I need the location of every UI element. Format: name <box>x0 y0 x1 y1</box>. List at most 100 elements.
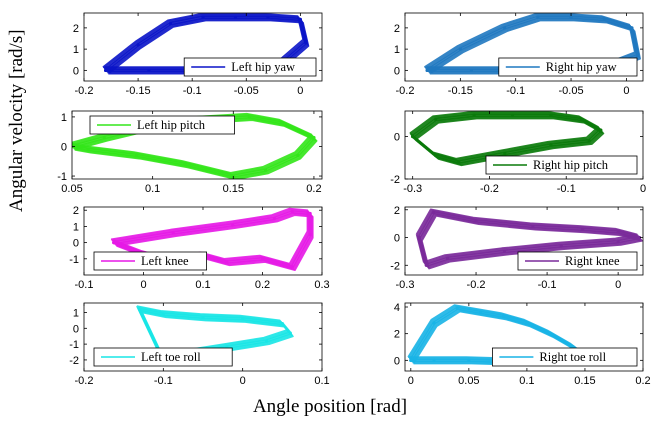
series-line-5-1 <box>416 209 639 264</box>
x-tick-label-3-2: -0.1 <box>557 183 576 195</box>
data-point-6-10 <box>137 307 142 311</box>
data-point-0-12 <box>104 68 108 72</box>
legend-box-5 <box>517 251 638 271</box>
legend-2: Left hip pitch <box>89 115 236 135</box>
x-tick-label-1-0: -0.2 <box>396 85 415 97</box>
data-point-5-2 <box>474 219 478 223</box>
x-tick-label-6-3: 0.1 <box>314 375 329 387</box>
data-point-5-11 <box>424 263 428 267</box>
data-point-4-6 <box>308 232 312 237</box>
data-point-5-12 <box>417 235 421 240</box>
x-tick-label-6-1: -0.1 <box>154 375 173 387</box>
y-tick-label-1-2: 2 <box>394 23 400 35</box>
y-tick-label-5-2: 2 <box>394 205 400 217</box>
x-tick-label-7-0: 0 <box>408 375 414 387</box>
y-tick-label-6-3: 1 <box>73 307 79 319</box>
y-tick-label-4-3: 2 <box>73 205 79 217</box>
data-point-6-4 <box>280 321 284 326</box>
data-point-0-3 <box>201 15 205 19</box>
x-tick-label-0-0: -0.2 <box>75 85 94 97</box>
axes-box-0 <box>83 12 323 82</box>
y-tick-label-3-1: 0 <box>394 132 400 144</box>
subplot-4: -0.1 0 0.1 0.2 0.3 -1 0 1 2 Left knee <box>69 205 329 291</box>
x-tick-label-1-1: -0.15 <box>448 85 473 97</box>
data-point-5-1 <box>431 210 436 215</box>
axes-box-2 <box>71 110 323 180</box>
axes-box-5 <box>404 206 644 276</box>
data-point-7-13 <box>409 358 413 362</box>
series-line-5-6 <box>421 215 643 270</box>
x-tick-label-3-3: 0 <box>640 183 646 195</box>
axes-box-7 <box>404 302 644 372</box>
data-point-0-5 <box>266 15 270 19</box>
y-tick-label-0-1: 1 <box>73 44 79 56</box>
data-point-6-3 <box>241 317 245 321</box>
data-point-4-4 <box>290 210 294 214</box>
y-tick-label-1-1: 1 <box>394 44 400 56</box>
data-point-3-8 <box>549 143 553 147</box>
data-point-7-1 <box>432 321 436 325</box>
x-tick-label-7-1: 0.05 <box>458 375 479 387</box>
legend-box-7 <box>491 347 638 367</box>
data-point-1-11 <box>469 68 474 72</box>
y-tick-label-5-1: 0 <box>394 233 400 245</box>
x-tick-label-1-3: -0.05 <box>559 85 584 97</box>
data-point-6-6 <box>264 339 269 343</box>
data-point-1-5 <box>602 17 606 21</box>
x-tick-label-2-3: 0.2 <box>306 183 321 195</box>
data-point-1-1 <box>458 47 462 51</box>
y-tick-label-3-0: -2 <box>390 174 400 186</box>
y-tick-label-7-0: 0 <box>394 355 400 367</box>
legend-0: Left hip yaw <box>183 57 317 77</box>
legend-label-3: Right hip pitch <box>533 158 609 172</box>
data-point-6-1 <box>161 312 165 316</box>
data-point-2-5 <box>280 121 284 125</box>
x-tick-label-0-3: -0.05 <box>234 85 259 97</box>
legend-7: Right toe roll <box>491 347 638 367</box>
data-point-3-11 <box>434 154 438 158</box>
data-point-6-5 <box>288 331 292 335</box>
x-tick-label-7-3: 0.15 <box>574 375 595 387</box>
series-line-3-6 <box>414 117 605 167</box>
data-point-3-12 <box>411 134 415 139</box>
data-point-7-11 <box>467 358 471 362</box>
y-tick-label-0-2: 2 <box>73 23 79 35</box>
data-point-0-4 <box>233 15 238 19</box>
data-point-5-8 <box>559 244 563 248</box>
data-point-1-12 <box>425 68 429 72</box>
y-tick-label-4-0: -1 <box>69 254 79 266</box>
x-tick-label-1-2: -0.1 <box>506 85 525 97</box>
x-tick-label-5-2: -0.1 <box>538 279 557 291</box>
y-tick-label-2-0: -1 <box>57 171 67 183</box>
data-point-7-6 <box>548 332 552 336</box>
x-tick-label-7-2: 0.1 <box>519 375 534 387</box>
legend-label-7: Right toe roll <box>539 350 606 364</box>
series-5 <box>415 208 643 270</box>
legend-1: Right hip yaw <box>498 57 638 77</box>
legend-3: Right hip pitch <box>485 155 638 175</box>
data-point-3-7 <box>587 139 591 143</box>
data-point-1-2 <box>503 26 507 30</box>
y-tick-label-0-0: 0 <box>73 65 79 77</box>
legend-label-1: Right hip yaw <box>546 60 617 74</box>
legend-label-6: Left toe roll <box>141 350 201 364</box>
axes-box-3 <box>404 110 644 180</box>
x-tick-label-5-0: -0.3 <box>396 279 415 291</box>
x-tick-label-4-1: 0 <box>140 279 146 291</box>
data-point-5-10 <box>446 256 450 260</box>
legend-box-0 <box>183 57 317 77</box>
data-point-4-8 <box>260 257 265 261</box>
data-point-4-13 <box>112 241 116 245</box>
data-point-3-10 <box>457 160 461 164</box>
data-point-2-10 <box>183 162 187 166</box>
x-tick-label-4-4: 0.3 <box>314 279 329 291</box>
x-axis-label: Angle position [rad] <box>252 396 408 417</box>
x-tick-label-0-1: -0.15 <box>126 85 151 97</box>
data-point-0-7 <box>304 41 308 45</box>
subplot-0: -0.2 -0.15 -0.1 -0.05 0 0 1 2 Left hip yaw <box>73 12 323 97</box>
y-tick-label-2-1: 0 <box>61 141 67 153</box>
legend-box-6 <box>93 347 233 367</box>
legend-label-5: Right knee <box>565 254 620 268</box>
series-7 <box>407 304 595 366</box>
series-line-5-0 <box>415 208 638 263</box>
